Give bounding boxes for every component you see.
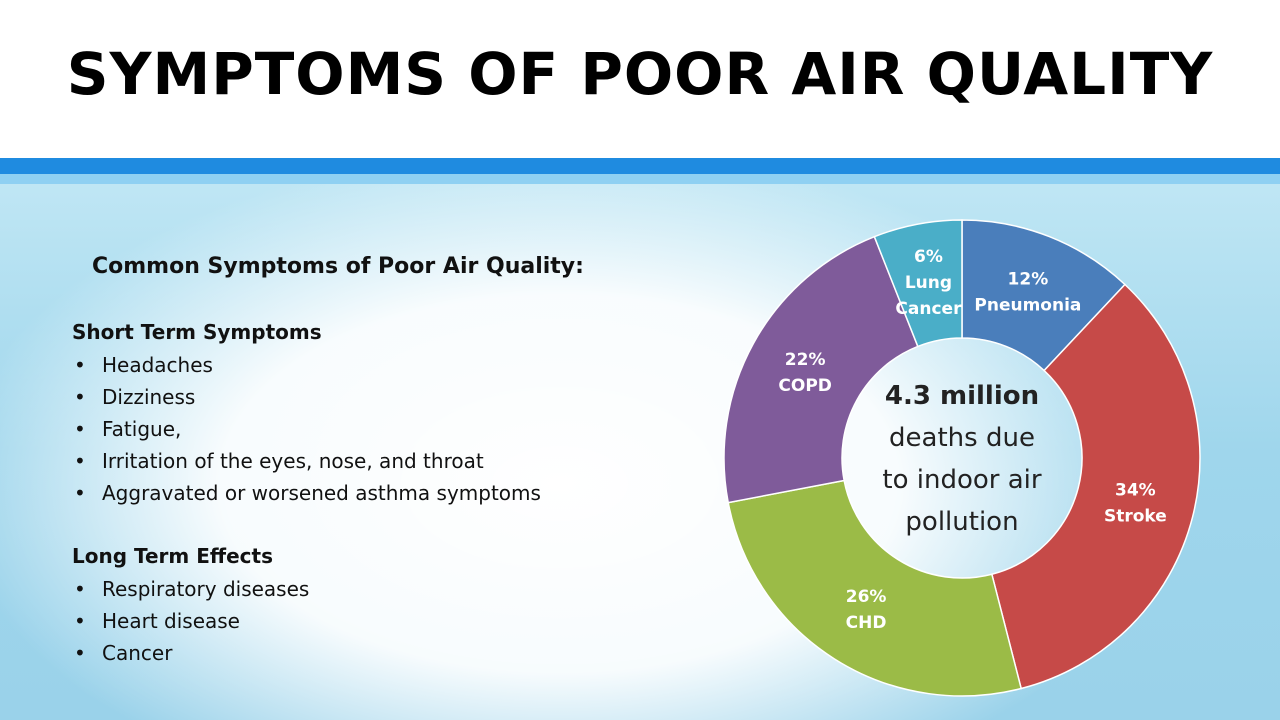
- list-item: Dizziness: [72, 381, 541, 413]
- header-band-dark: [0, 158, 1280, 174]
- long-term-list: Respiratory diseases Heart disease Cance…: [72, 573, 309, 669]
- title-area: SYMPTOMS OF POOR AIR QUALITY: [0, 0, 1280, 158]
- slice-label: 6% Lung Cancer: [895, 247, 962, 319]
- donut-center-text: 4.3 million deaths due to indoor air pollut…: [882, 381, 1041, 537]
- slice-label: 12% Pneumonia: [974, 270, 1081, 316]
- list-item: Respiratory diseases: [72, 573, 309, 605]
- center-headline: 4.3 million: [885, 381, 1039, 411]
- donut-slice: [723, 235, 919, 504]
- donut-slice: [727, 479, 1023, 697]
- list-item: Aggravated or worsened asthma symptoms: [72, 477, 541, 509]
- short-term-heading: Short Term Symptoms: [72, 320, 322, 344]
- header-band-light: [0, 174, 1280, 184]
- symptoms-subtitle: Common Symptoms of Poor Air Quality:: [92, 254, 584, 279]
- center-text-line: deaths due: [889, 423, 1035, 453]
- center-text-line: pollution: [905, 507, 1018, 537]
- donut-slice: [873, 219, 963, 348]
- deaths-donut-chart: 12% Pneumonia 34% Stroke 26% CHD 22% COPD 6% Lung…: [723, 219, 1201, 697]
- list-item: Fatigue,: [72, 413, 541, 445]
- donut-slices: [723, 219, 1201, 697]
- long-term-heading: Long Term Effects: [72, 544, 273, 568]
- slide-title: SYMPTOMS OF POOR AIR QUALITY: [66, 40, 1214, 108]
- short-term-list: Headaches Dizziness Fatigue, Irritation …: [72, 349, 541, 509]
- list-item: Cancer: [72, 637, 309, 669]
- slide-content: Common Symptoms of Poor Air Quality: Sho…: [0, 184, 1280, 720]
- slice-label: 22% COPD: [778, 350, 832, 396]
- list-item: Heart disease: [72, 605, 309, 637]
- slice-label: 34% Stroke: [1104, 481, 1167, 527]
- list-item: Irritation of the eyes, nose, and throat: [72, 445, 541, 477]
- list-item: Headaches: [72, 349, 541, 381]
- center-text-line: to indoor air: [882, 465, 1041, 495]
- donut-slice: [990, 283, 1201, 690]
- slice-label: 26% CHD: [846, 587, 887, 633]
- slice-labels: 12% Pneumonia 34% Stroke 26% CHD 22% COPD 6% Lung…: [778, 247, 1166, 633]
